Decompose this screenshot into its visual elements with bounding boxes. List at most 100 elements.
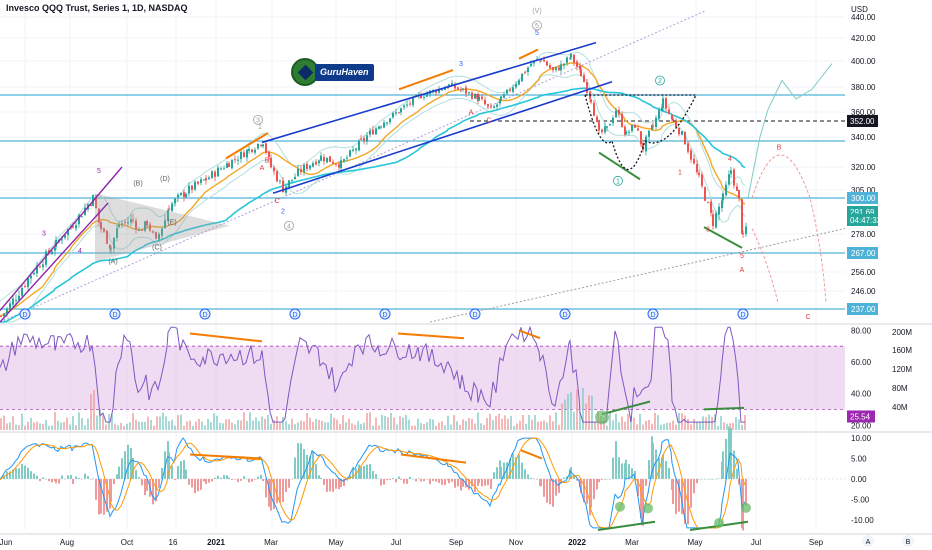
volume-bar [642,424,644,430]
macd-histogram-bar [555,478,557,496]
candle-body [460,89,462,91]
macd-histogram-bar [260,474,262,479]
volume-bar [438,422,440,430]
candle-body [631,124,633,132]
candle-body [441,89,443,91]
candle-body [454,84,456,89]
volume-bar [372,425,374,430]
volume-bar [51,425,53,430]
dividend-marker-icon [469,308,481,320]
volume-bar [15,424,17,430]
macd-histogram-bar [462,478,464,487]
volume-bar [48,425,50,430]
macd-histogram-bar [506,462,508,479]
macd-histogram-bar [540,478,542,487]
candle-body [527,67,529,73]
macd-histogram-bar [30,471,32,479]
macd-histogram-bar [662,454,664,479]
volume-bar [465,420,467,430]
volume-bar [498,413,500,430]
time-tick-label: Mar [625,538,639,547]
candle-body [167,210,169,222]
candle-body [372,129,374,135]
candle-body [61,239,63,241]
macd-histogram-bar [132,457,134,479]
macd-histogram-bar [549,478,551,505]
macd-histogram-bar [631,468,633,479]
macd-histogram-bar [152,478,154,505]
volume-bar [453,415,455,430]
macd-histogram-bar [228,477,230,479]
macd-histogram-bar [208,478,210,483]
macd-pane[interactable]: 10.00 5.00 0.00 -5.00 -10.00 [0,426,932,533]
price-tick-label: 400.00 [851,57,876,66]
macd-histogram-bar [420,478,422,482]
volume-bar [123,425,125,430]
candle-body [722,193,724,201]
macd-histogram-bar [583,478,585,503]
macd-histogram-bar [609,478,611,480]
volume-bar [60,422,62,430]
wave-circle [532,20,542,31]
volume-bar [246,420,248,430]
candle-body [612,117,614,124]
candle-body [618,109,620,115]
candle-body [598,122,600,131]
macd-histogram-bar [240,478,242,481]
volume-bar [195,421,197,430]
volume-bar [645,420,647,430]
dividend-marker-label: D [382,312,387,319]
candle-body [606,126,608,128]
volume-bar [186,421,188,430]
candle-body [270,157,272,168]
macd-histogram-bar [696,478,698,484]
candle-body [291,179,293,181]
candle-body [121,223,123,225]
volume-bar [36,421,38,430]
macd-histogram-bar [214,477,216,479]
macd-histogram-bar [340,478,342,488]
time-axis[interactable]: Jun Aug Oct 16 2021 Mar May Jul Sep Nov 2022 Mar May… [0,533,932,547]
macd-histogram-bar [303,449,305,479]
candle-body [6,308,8,314]
volume-bar [285,420,287,430]
candle-body [518,80,520,85]
candle-body [549,65,551,69]
volume-bar [432,419,434,430]
macd-histogram-bar [84,473,86,479]
price-tick-label: 256.00 [851,268,876,277]
guruhaven-badge: GuruHaven [291,58,374,88]
macd-histogram-bar [205,478,207,484]
volume-bar [225,419,227,430]
candle-body [309,165,311,169]
volume-bar [291,418,293,430]
macd-histogram-bar [527,474,529,479]
macd-histogram-bar [558,478,560,493]
rsi-value-text: 25.54 [850,412,871,421]
macd-histogram-bar [733,450,735,479]
candle-body [462,88,464,90]
volume-bar [6,423,8,430]
macd-histogram-bar [389,478,391,480]
volume-bar [492,420,494,430]
macd-histogram-bar [51,478,53,483]
candle-body [155,232,157,239]
volume-bar [627,413,629,430]
time-tick-label: Oct [121,538,134,547]
macd-histogram-bar [615,441,617,479]
macd-histogram-bar [191,478,193,488]
volume-bar [81,418,83,430]
macd-histogram-bar [168,452,170,479]
volume-bar [357,421,359,430]
macd-histogram-bar [406,478,408,484]
volume-bar [576,389,578,430]
projection-line-bullish [747,63,833,199]
candle-body [465,87,467,94]
current-price-tag [847,115,878,127]
candle-body [736,186,738,191]
macd-histogram-bar [87,476,89,479]
candle-body [51,251,53,255]
